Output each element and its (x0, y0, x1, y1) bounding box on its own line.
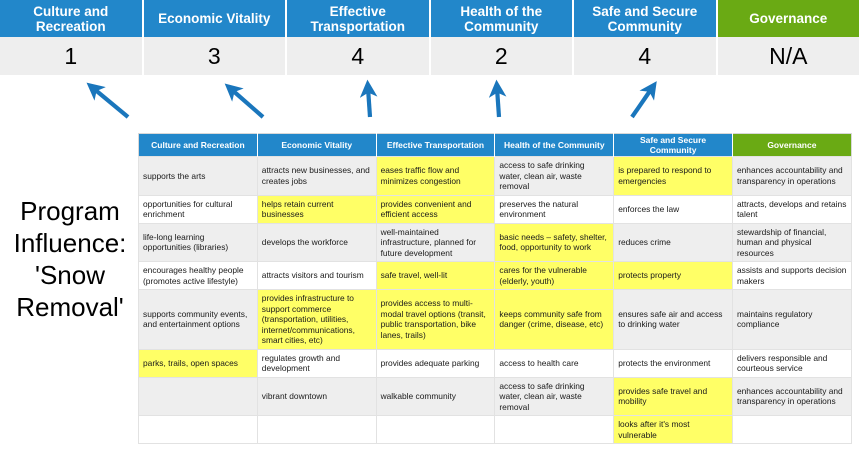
matrix-cell: provides adequate parking (375, 348, 496, 378)
arrow-1 (86, 82, 130, 119)
matrix-cell: protects the environment (613, 348, 733, 378)
scorecard-header-row: Culture and Recreation Economic Vitality… (0, 0, 859, 37)
matrix-cell: stewardship of financial, human and phys… (731, 222, 852, 262)
matrix-cell (138, 415, 258, 444)
scorecard-value-health-of-the-community: 2 (430, 37, 574, 75)
scorecard-header-health-of-the-community: Health of the Community (430, 0, 574, 37)
arrow-3 (359, 79, 378, 118)
table-row: life-long learning opportunities (librar… (138, 222, 852, 262)
matrix-cell: looks after it's most vulnerable (613, 415, 733, 444)
matrix-header-governance: Governance (732, 133, 852, 157)
scorecard-header-economic-vitality: Economic Vitality (143, 0, 287, 37)
matrix-cell: preserves the natural environment (494, 194, 615, 224)
matrix-cell (138, 376, 258, 416)
matrix-cell: maintains regulatory compliance (731, 289, 852, 350)
matrix-body: supports the arts attracts new businesse… (138, 156, 852, 444)
matrix-cell: enforces the law (613, 194, 733, 224)
matrix-cell (494, 415, 615, 444)
table-row: looks after it's most vulnerable (138, 415, 852, 444)
matrix-cell: provides convenient and efficient access (375, 194, 496, 224)
arrow-connector-layer (86, 79, 657, 119)
matrix-cell: delivers responsible and courteous servi… (731, 348, 852, 378)
matrix-cell: safe travel, well-lit (375, 261, 496, 290)
matrix-cell: basic needs – safety, shelter, food, opp… (494, 222, 615, 262)
scorecard-value-culture-and-recreation: 1 (0, 37, 144, 75)
matrix-cell: ensures safe air and access to drinking … (613, 289, 733, 350)
matrix-cell: attracts, develops and retains talent (731, 194, 852, 224)
matrix-cell: enhances accountability and transparency… (731, 156, 852, 196)
matrix-cell (375, 415, 496, 444)
matrix-cell: well-maintained infrastructure, planned … (375, 222, 496, 262)
arrow-5 (630, 81, 657, 119)
scorecard-value-effective-transportation: 4 (287, 37, 431, 75)
matrix-cell: parks, trails, open spaces (138, 348, 258, 378)
matrix-cell: access to health care (494, 348, 615, 378)
matrix-header-safe-and-secure-community: Safe and Secure Community (613, 133, 733, 157)
table-row: supports community events, and entertain… (138, 289, 852, 350)
table-row: parks, trails, open spaces regulates gro… (138, 348, 852, 378)
matrix-cell: access to safe drinking water, clean air… (494, 376, 615, 416)
table-row: vibrant downtown walkable community acce… (138, 376, 852, 416)
influence-matrix-table: Culture and Recreation Economic Vitality… (138, 133, 852, 444)
matrix-cell: provides infrastructure to support comme… (256, 289, 377, 350)
matrix-cell: life-long learning opportunities (librar… (138, 222, 258, 262)
matrix-cell: access to safe drinking water, clean air… (494, 156, 615, 196)
matrix-cell: protects property (613, 261, 733, 290)
matrix-cell: opportunities for cultural enrichment (138, 194, 258, 224)
program-influence-caption: Program Influence: 'Snow Removal' (6, 195, 134, 323)
scorecard-value-economic-vitality: 3 (143, 37, 287, 75)
table-row: encourages healthy people (promotes acti… (138, 261, 852, 290)
matrix-cell: keeps community safe from danger (crime,… (494, 289, 615, 350)
matrix-cell: vibrant downtown (256, 376, 377, 416)
caption-line-3: 'Snow (34, 260, 105, 290)
matrix-cell: attracts new businesses, and creates job… (256, 156, 377, 196)
arrow-2 (224, 83, 265, 119)
matrix-cell: attracts visitors and tourism (256, 261, 377, 290)
caption-line-2: Influence: (13, 228, 127, 258)
matrix-header-health-of-the-community: Health of the Community (494, 133, 615, 157)
matrix-cell: provides safe travel and mobility (613, 376, 733, 416)
matrix-header-effective-transportation: Effective Transportation (376, 133, 496, 157)
table-row: supports the arts attracts new businesse… (138, 156, 852, 196)
matrix-cell: eases traffic flow and minimizes congest… (375, 156, 496, 196)
matrix-cell: provides access to multi-modal travel op… (375, 289, 496, 350)
matrix-cell: is prepared to respond to emergencies (613, 156, 733, 196)
scorecard-value-row: 1 3 4 2 4 N/A (0, 37, 859, 75)
influence-matrix: Culture and Recreation Economic Vitality… (138, 133, 852, 458)
matrix-cell: enhances accountability and transparency… (731, 376, 852, 416)
matrix-cell: encourages healthy people (promotes acti… (138, 261, 258, 290)
matrix-cell (731, 415, 852, 444)
matrix-cell: cares for the vulnerable (elderly, youth… (494, 261, 615, 290)
matrix-cell: reduces crime (613, 222, 733, 262)
scorecard-value-governance: N/A (717, 37, 859, 75)
matrix-header-economic-vitality: Economic Vitality (257, 133, 377, 157)
matrix-cell: supports the arts (138, 156, 258, 196)
matrix-cell: supports community events, and entertain… (138, 289, 258, 350)
caption-line-1: Program (20, 196, 120, 226)
matrix-cell: helps retain current businesses (256, 194, 377, 224)
scorecard-header-effective-transportation: Effective Transportation (287, 0, 431, 37)
matrix-header-row: Culture and Recreation Economic Vitality… (138, 133, 852, 157)
matrix-header-culture-and-recreation: Culture and Recreation (138, 133, 258, 157)
scorecard-value-safe-and-secure-community: 4 (574, 37, 718, 75)
matrix-cell: develops the workforce (256, 222, 377, 262)
caption-line-4: Removal' (16, 292, 124, 322)
matrix-cell: assists and supports decision makers (731, 261, 852, 290)
scorecard-header-culture-and-recreation: Culture and Recreation (0, 0, 144, 37)
scorecard-header-governance: Governance (717, 0, 859, 37)
matrix-cell: walkable community (375, 376, 496, 416)
scorecard-summary-bar: Culture and Recreation Economic Vitality… (0, 0, 859, 75)
scorecard-header-safe-and-secure-community: Safe and Secure Community (574, 0, 718, 37)
arrow-4 (488, 79, 507, 118)
matrix-cell (256, 415, 377, 444)
matrix-cell: regulates growth and development (256, 348, 377, 378)
table-row: opportunities for cultural enrichment he… (138, 194, 852, 224)
